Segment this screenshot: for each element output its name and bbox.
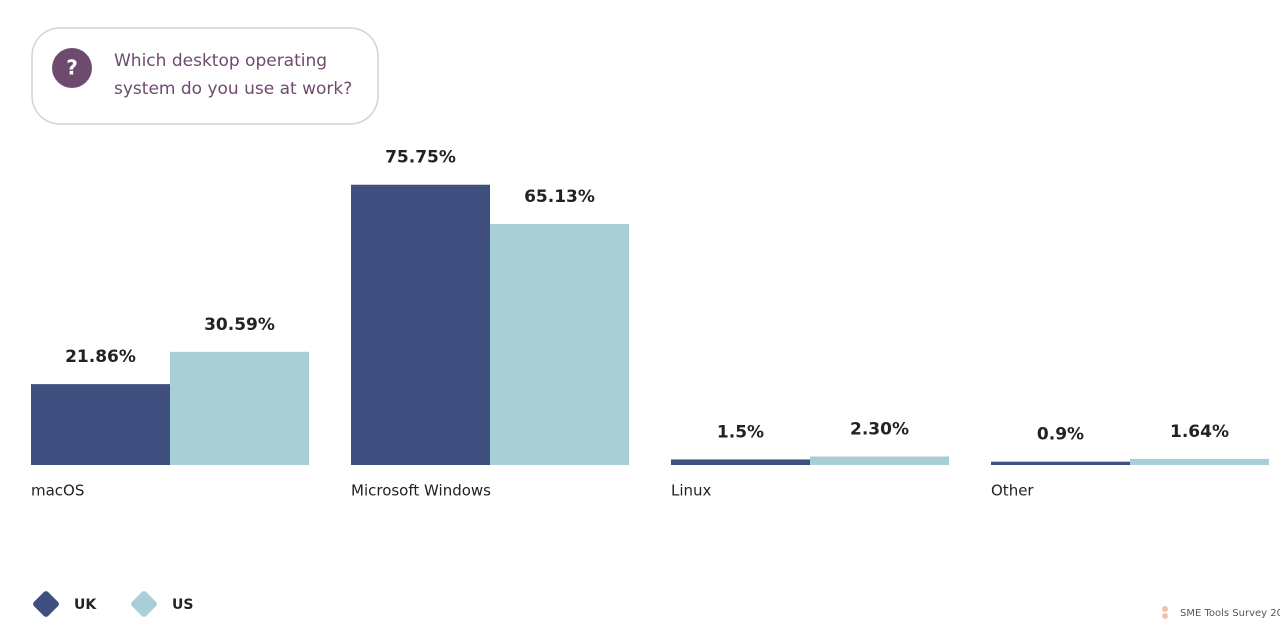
- value-label: 0.9%: [1037, 425, 1084, 445]
- bar: [991, 461, 1130, 465]
- x-tick-label: Other: [991, 482, 1034, 500]
- bar: [1130, 458, 1269, 465]
- value-label: 1.64%: [1170, 422, 1229, 442]
- bar: [810, 456, 949, 465]
- x-tick-label: macOS: [31, 482, 84, 500]
- legend-label: UK: [74, 597, 97, 613]
- legend-swatch: [131, 591, 157, 617]
- source: SME Tools Survey 2023: [1180, 608, 1280, 619]
- bar: [31, 384, 170, 465]
- source-icon: [1162, 606, 1168, 619]
- legend-label: US: [172, 597, 193, 613]
- bar: [490, 224, 629, 465]
- question-mark: ?: [66, 56, 78, 80]
- value-label: 65.13%: [524, 187, 595, 207]
- bar: [671, 459, 810, 465]
- question-icon: [52, 48, 92, 88]
- chart-title: system do you use at work?: [114, 79, 352, 99]
- value-label: 2.30%: [850, 419, 909, 439]
- legend-swatch: [33, 591, 59, 617]
- x-tick-label: Linux: [671, 482, 712, 500]
- bar: [170, 351, 309, 465]
- value-label: 75.75%: [385, 148, 456, 168]
- question-box: [31, 27, 379, 125]
- chart-title: Which desktop operating: [114, 51, 327, 71]
- value-label: 21.86%: [65, 347, 136, 367]
- value-label: 30.59%: [204, 315, 275, 335]
- value-label: 1.5%: [717, 422, 764, 442]
- x-tick-label: Microsoft Windows: [351, 482, 491, 500]
- bar: [351, 184, 490, 465]
